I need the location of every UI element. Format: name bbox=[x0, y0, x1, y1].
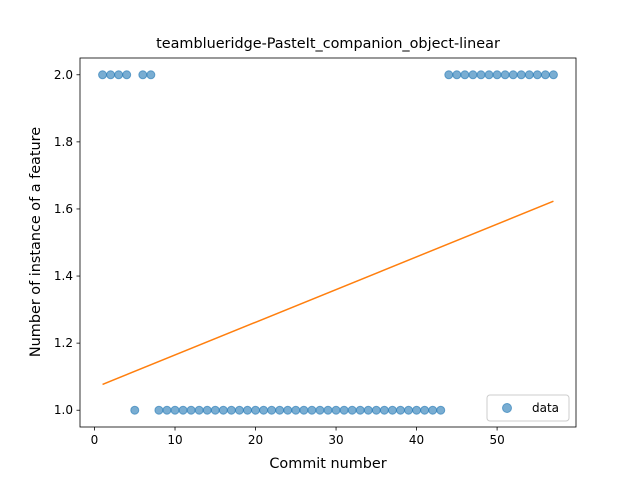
data-point bbox=[323, 405, 333, 415]
y-tick-label: 1.8 bbox=[54, 135, 73, 149]
y-axis: 1.0 1.2 1.4 1.6 1.8 2.0 bbox=[54, 68, 80, 417]
data-point bbox=[436, 405, 446, 415]
data-point bbox=[194, 405, 204, 415]
data-point bbox=[210, 405, 220, 415]
data-point bbox=[275, 405, 285, 415]
data-point bbox=[379, 405, 389, 415]
y-tick-label: 1.0 bbox=[54, 403, 73, 417]
data-point bbox=[283, 405, 293, 415]
data-point bbox=[259, 405, 269, 415]
y-tick-label: 2.0 bbox=[54, 68, 73, 82]
x-tick-label: 20 bbox=[248, 433, 263, 447]
data-point bbox=[428, 405, 438, 415]
data-point bbox=[339, 405, 349, 415]
data-point bbox=[122, 70, 132, 80]
data-point bbox=[524, 70, 534, 80]
y-tick-label: 1.4 bbox=[54, 269, 73, 283]
y-tick-label: 1.2 bbox=[54, 336, 73, 350]
data-point bbox=[299, 405, 309, 415]
data-point bbox=[508, 70, 518, 80]
data-point bbox=[404, 405, 414, 415]
data-point bbox=[444, 70, 454, 80]
data-point bbox=[114, 70, 124, 80]
data-point bbox=[307, 405, 317, 415]
data-point bbox=[234, 405, 244, 415]
chart-title: teamblueridge-PasteIt_companion_object-l… bbox=[156, 36, 500, 52]
data-point bbox=[291, 405, 301, 415]
data-point bbox=[170, 405, 180, 415]
data-point bbox=[347, 405, 357, 415]
data-point bbox=[154, 405, 164, 415]
data-point bbox=[138, 70, 148, 80]
data-point bbox=[178, 405, 188, 415]
data-point bbox=[484, 70, 494, 80]
data-point bbox=[355, 405, 365, 415]
fit-line bbox=[102, 200, 554, 386]
data-point bbox=[267, 405, 277, 415]
data-point bbox=[106, 70, 116, 80]
data-point bbox=[476, 70, 486, 80]
x-tick-label: 50 bbox=[489, 433, 504, 447]
data-point bbox=[516, 70, 526, 80]
data-point bbox=[98, 70, 108, 80]
data-point bbox=[363, 405, 373, 415]
data-point bbox=[452, 70, 462, 80]
x-tick-label: 30 bbox=[328, 433, 343, 447]
data-point bbox=[532, 70, 542, 80]
data-point bbox=[371, 405, 381, 415]
data-point bbox=[130, 405, 140, 415]
legend: data bbox=[486, 394, 570, 422]
legend-marker-data bbox=[502, 403, 512, 413]
data-point bbox=[186, 405, 196, 415]
data-point bbox=[500, 70, 510, 80]
plot-area bbox=[79, 57, 577, 428]
y-tick-label: 1.6 bbox=[54, 202, 73, 216]
data-point bbox=[251, 405, 261, 415]
data-point bbox=[412, 405, 422, 415]
data-point bbox=[331, 405, 341, 415]
data-point bbox=[146, 70, 156, 80]
legend-label-data: data bbox=[532, 401, 559, 415]
data-point bbox=[226, 405, 236, 415]
data-point bbox=[395, 405, 405, 415]
data-point bbox=[460, 70, 470, 80]
x-axis: 0 10 20 30 40 50 bbox=[91, 427, 505, 447]
data-point bbox=[387, 405, 397, 415]
data-point bbox=[492, 70, 502, 80]
y-axis-label: Number of instance of a feature bbox=[28, 127, 44, 357]
x-tick-label: 0 bbox=[91, 433, 99, 447]
data-point bbox=[420, 405, 430, 415]
data-point bbox=[548, 70, 558, 80]
data-point bbox=[218, 405, 228, 415]
data-point bbox=[315, 405, 325, 415]
legend-box bbox=[486, 394, 570, 422]
data-point bbox=[242, 405, 252, 415]
data-point bbox=[162, 405, 172, 415]
data-point bbox=[202, 405, 212, 415]
data-point bbox=[468, 70, 478, 80]
x-axis-label: Commit number bbox=[269, 456, 386, 472]
data-point bbox=[540, 70, 550, 80]
x-tick-label: 40 bbox=[409, 433, 424, 447]
axes-frame bbox=[79, 57, 577, 428]
x-tick-label: 10 bbox=[167, 433, 182, 447]
